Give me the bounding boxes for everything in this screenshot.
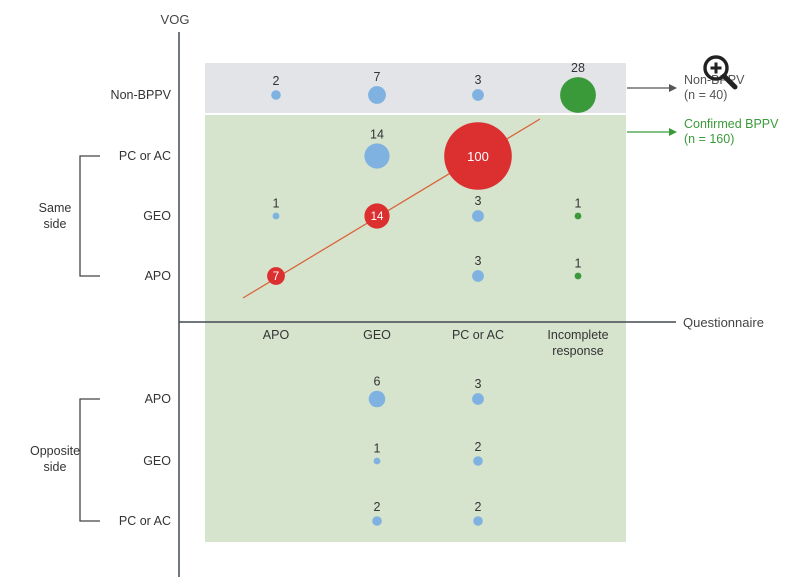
data-point [368, 390, 386, 408]
group-label: Same side [39, 201, 72, 231]
x-tick-label: PC or AC [452, 328, 504, 342]
data-label: 2 [475, 500, 482, 514]
annotation-arrow-head [669, 128, 677, 136]
y-tick-label: PC or AC [119, 149, 171, 163]
y-tick-label: APO [145, 392, 172, 406]
y-tick-label: PC or AC [119, 514, 171, 528]
data-point [364, 203, 390, 229]
data-label: 3 [475, 254, 482, 268]
y-tick-label: APO [145, 269, 172, 283]
non-bppv-band [205, 63, 626, 113]
data-point [368, 86, 386, 104]
data-label: 1 [273, 197, 280, 211]
data-point [574, 212, 582, 220]
group-bracket [79, 398, 100, 522]
data-point [472, 270, 484, 282]
y-tick-label: GEO [143, 454, 171, 468]
data-label: 14 [371, 211, 384, 223]
data-point [272, 212, 280, 220]
data-point [444, 122, 512, 190]
data-label: 14 [370, 127, 384, 141]
y-tick-label: GEO [143, 209, 171, 223]
annotation-arrow-head [669, 84, 677, 92]
data-point [473, 456, 483, 466]
data-label: 7 [273, 271, 279, 283]
confirmed-bppv-band [205, 115, 626, 542]
group-label: Opposite side [30, 444, 80, 474]
data-point [373, 457, 381, 465]
data-label: 3 [475, 377, 482, 391]
x-axis-title: Questionnaire [683, 315, 764, 330]
data-point [574, 272, 582, 280]
data-point [372, 516, 382, 526]
y-tick-label: Non-BPPV [111, 88, 172, 102]
x-tick-label: Incomplete response [547, 328, 608, 358]
data-label: 2 [374, 500, 381, 514]
data-point [472, 89, 484, 101]
group-bracket [79, 155, 100, 277]
data-label: 6 [374, 375, 381, 389]
data-label: 3 [475, 73, 482, 87]
data-point [472, 393, 484, 405]
data-label: 2 [475, 440, 482, 454]
data-point [271, 90, 281, 100]
data-point [267, 267, 285, 285]
data-label: 1 [575, 257, 582, 271]
data-point [473, 516, 483, 526]
data-label: 2 [273, 74, 280, 88]
data-label: 100 [467, 149, 489, 164]
data-point [560, 77, 596, 113]
zoom-in-icon [703, 55, 738, 90]
y-axis-title: VOG [161, 12, 190, 27]
data-label: 7 [374, 70, 381, 84]
annotation-label: Confirmed BPPV (n = 160) [684, 117, 779, 146]
data-point [472, 210, 484, 222]
data-label: 3 [475, 194, 482, 208]
data-label: 1 [374, 442, 381, 456]
data-label: 1 [575, 197, 582, 211]
x-tick-label: GEO [363, 328, 391, 342]
data-point [364, 143, 390, 169]
data-label: 28 [571, 61, 585, 75]
zoom-in-button[interactable] [700, 52, 740, 92]
x-tick-label: APO [263, 328, 290, 342]
